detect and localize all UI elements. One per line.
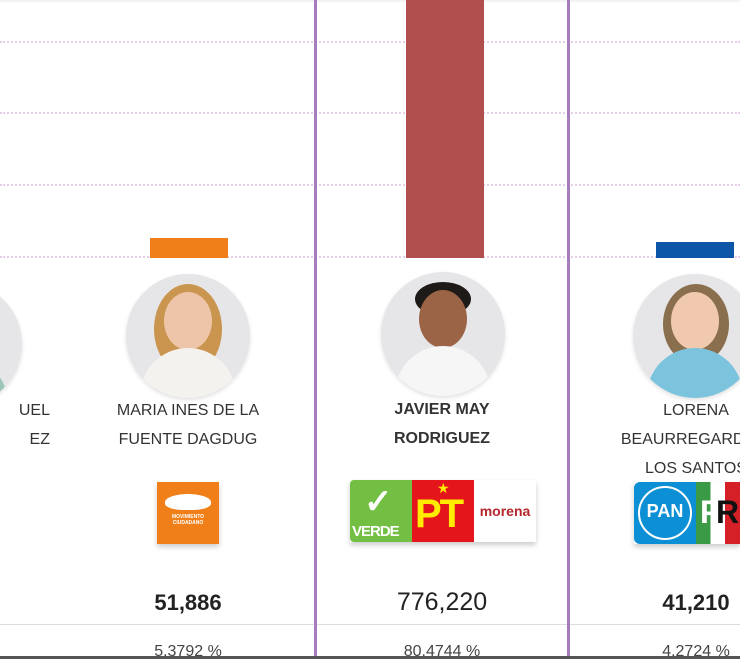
vote-bar (406, 0, 484, 258)
candidate-photo (0, 282, 22, 406)
vote-percent: 5.3792 % (154, 643, 222, 660)
photo-body (395, 346, 491, 396)
name-line: MARIA INES DE LA (116, 402, 260, 419)
divider (90, 624, 314, 625)
coalition-logos: PAN P R (634, 482, 740, 544)
candidate-photo (126, 274, 250, 398)
pt-logo: ★ PT (412, 480, 474, 542)
vote-percent: 4.2724 % (662, 643, 730, 660)
vote-count: 41,210 (662, 590, 730, 615)
grid-line (0, 112, 740, 114)
grid-line (0, 256, 740, 258)
name-line: UEL (18, 402, 50, 419)
toucan-check-icon: ✓ (364, 483, 393, 521)
candidate-photo (633, 274, 740, 398)
divider (570, 624, 740, 625)
vote-percent: 80.4744 % (403, 643, 481, 660)
vote-count: 51,886 (154, 590, 222, 615)
pri-logo: P R (696, 482, 740, 544)
star-icon: ★ (437, 480, 450, 496)
photo-face (671, 292, 719, 350)
name-line: LORENA (663, 402, 729, 419)
vote-bar (656, 242, 734, 258)
candidate-name: LORENA BEAURREGARD DE LOS SANTOS (596, 396, 740, 483)
photo-face (164, 292, 212, 350)
name-line: LOS SANTOS (645, 460, 740, 477)
pan-logo: PAN (634, 482, 696, 544)
name-line: FUENTE DAGDUG (118, 431, 258, 448)
name-line: BEAURREGARD DE (620, 431, 740, 448)
divider (0, 624, 90, 625)
movimiento-ciudadano-logo: MOVIMIENTO CIUDADANO (157, 482, 219, 544)
name-line: JAVIER MAY (394, 401, 490, 418)
candidate-name: JAVIER MAY RODRIGUEZ (317, 395, 567, 453)
logo-text: MOVIMIENTO CIUDADANO (171, 514, 205, 526)
vote-count: 776,220 (396, 588, 488, 616)
bottom-edge (0, 656, 740, 659)
photo-body (140, 348, 236, 398)
verde-logo: ✓ VERDE (350, 480, 412, 542)
photo-body (647, 348, 740, 398)
grid-line (0, 41, 740, 43)
candidate-name: UEL EZ (0, 396, 50, 454)
divider (317, 624, 567, 625)
name-line: EZ (29, 431, 50, 448)
top-shadow (0, 0, 740, 3)
morena-logo: morena (474, 480, 536, 542)
vote-bar (150, 238, 228, 258)
eagle-icon (165, 494, 211, 510)
name-line: RODRIGUEZ (394, 430, 490, 447)
coalition-logos: ✓ VERDE ★ PT morena (350, 480, 536, 542)
grid-line (0, 184, 740, 186)
candidate-card-javier-may[interactable]: JAVIER MAY RODRIGUEZ ✓ VERDE ★ PT morena… (314, 0, 570, 660)
candidate-name: MARIA INES DE LA FUENTE DAGDUG (88, 396, 288, 454)
photo-face (419, 290, 467, 348)
candidate-photo (381, 272, 505, 396)
